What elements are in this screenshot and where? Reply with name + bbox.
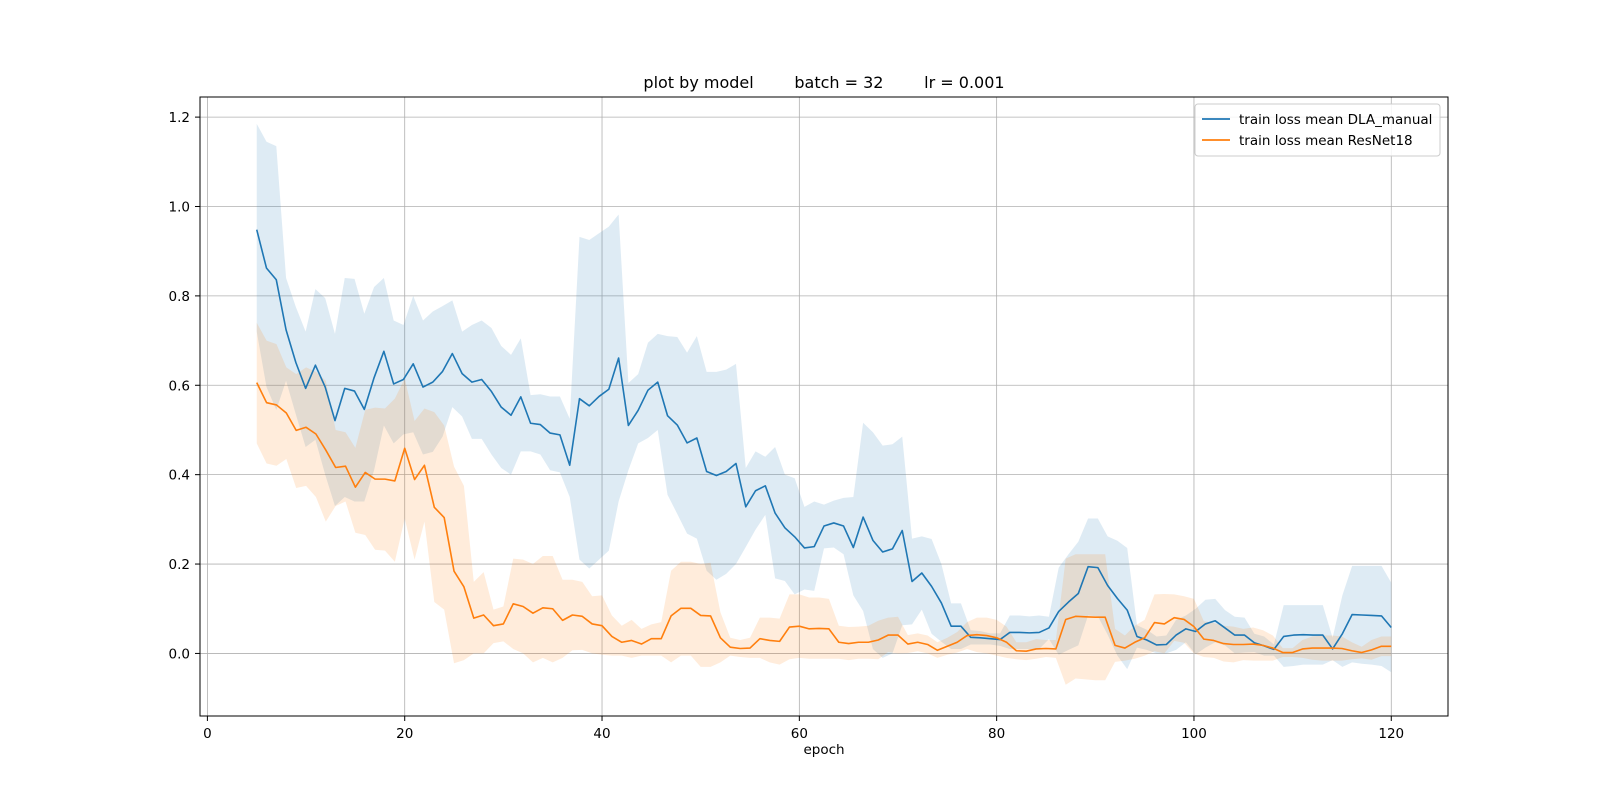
chart-title: plot by model batch = 32 lr = 0.001 [643, 73, 1004, 92]
x-tick-label: 100 [1181, 726, 1207, 742]
legend-label-1: train loss mean ResNet18 [1239, 133, 1413, 149]
y-tick-label: 0.8 [169, 289, 190, 305]
confidence-bands [256, 123, 1392, 685]
line-series-1 [256, 382, 1392, 654]
x-tick-label: 80 [988, 726, 1005, 742]
x-tick-label: 0 [203, 726, 212, 742]
legend-label-0: train loss mean DLA_manual [1239, 112, 1432, 128]
line-series-0 [255, 229, 1392, 651]
x-axis-label: epoch [803, 742, 844, 758]
y-tick-label: 1.2 [169, 110, 190, 126]
x-tick-label: 20 [396, 726, 413, 742]
band-series-1 [256, 322, 1392, 685]
x-tick-label: 60 [791, 726, 808, 742]
grid [200, 97, 1448, 716]
y-tick-label: 0.0 [169, 646, 190, 662]
y-tick-label: 0.6 [169, 378, 190, 394]
series-lines [255, 229, 1392, 654]
legend-box [1194, 103, 1441, 157]
y-tick-label: 0.2 [169, 557, 190, 573]
band-series-0 [256, 123, 1392, 673]
x-tick-label: 120 [1378, 726, 1404, 742]
plot-frame [199, 96, 1449, 717]
axis-ticks: 0 20 40 60 80 100 120 0.0 0.2 0.4 0.6 0.8 1.0 1.2 [169, 110, 1405, 742]
x-tick-label: 40 [593, 726, 610, 742]
y-tick-label: 1.0 [169, 199, 190, 215]
y-tick-label: 0.4 [169, 468, 190, 484]
